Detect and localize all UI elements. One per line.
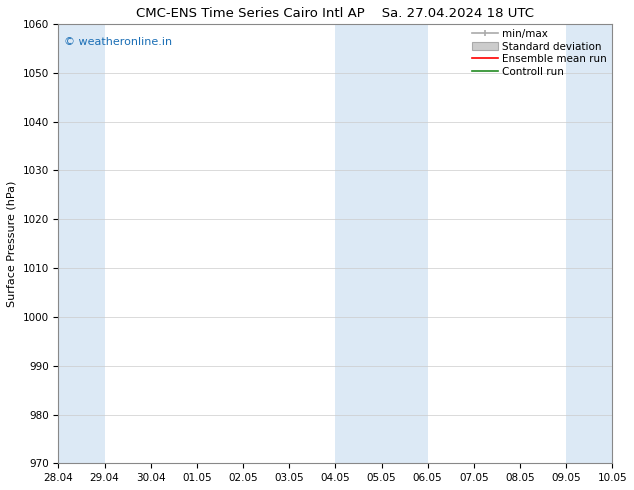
Title: CMC-ENS Time Series Cairo Intl AP    Sa. 27.04.2024 18 UTC: CMC-ENS Time Series Cairo Intl AP Sa. 27…	[136, 7, 534, 20]
Legend: min/max, Standard deviation, Ensemble mean run, Controll run: min/max, Standard deviation, Ensemble me…	[470, 27, 609, 79]
Bar	[566, 24, 634, 464]
Text: © weatheronline.in: © weatheronline.in	[64, 37, 172, 47]
Bar	[335, 24, 428, 464]
Bar	[58, 24, 105, 464]
Y-axis label: Surface Pressure (hPa): Surface Pressure (hPa)	[7, 180, 17, 307]
